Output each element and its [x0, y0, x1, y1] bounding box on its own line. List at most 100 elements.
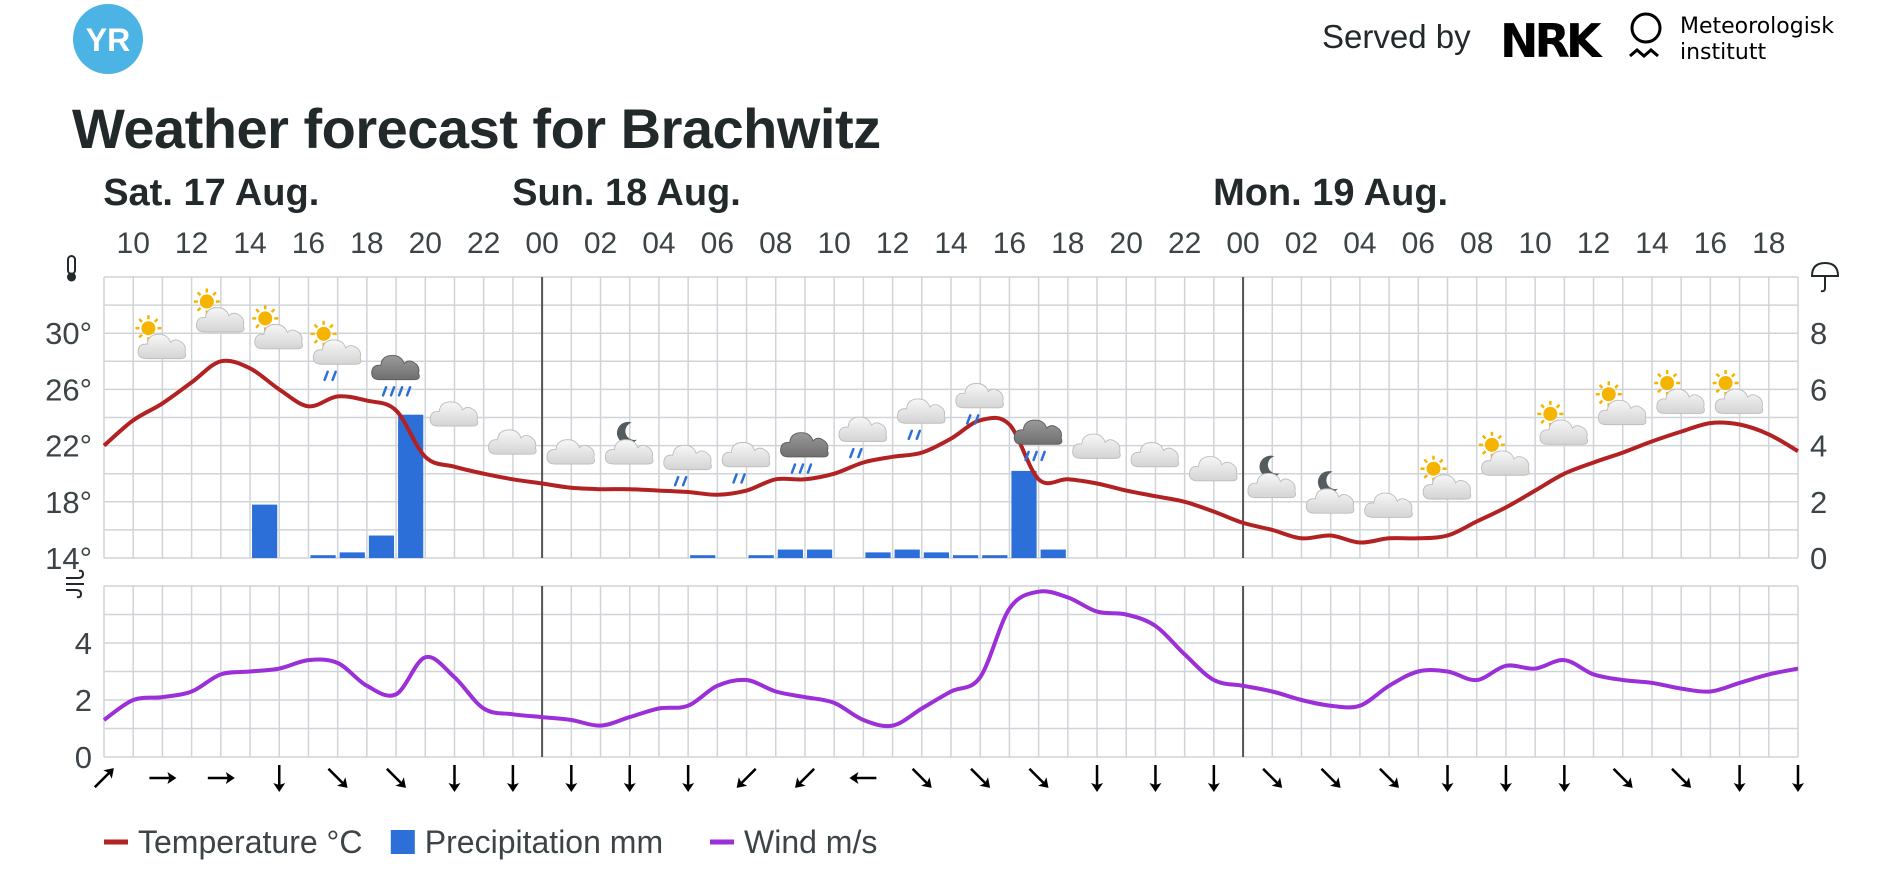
sun-ray [255, 323, 260, 329]
cloudy-icon [488, 429, 537, 455]
light-rain-icon [838, 416, 888, 459]
legend-label: Precipitation mm [425, 824, 663, 860]
sun-disc [199, 294, 214, 309]
wind-direction-arrow [970, 767, 991, 788]
arrow-shaft [327, 767, 345, 786]
partly-cloudy-day-icon [252, 305, 303, 350]
met-logo-text: Meteorologisk institutt [1680, 14, 1834, 66]
arrow-shaft [1612, 767, 1631, 786]
wind-direction-arrow [1379, 767, 1400, 788]
arrow-head [979, 777, 991, 788]
sun-ray [255, 308, 260, 313]
temperature-tick-label: 26° [45, 372, 92, 407]
cloud [1189, 456, 1238, 482]
wind-direction-arrow [1028, 767, 1049, 788]
wind-direction-arrow [93, 768, 114, 789]
wind-direction-arrow [1792, 765, 1804, 792]
arrow-shaft [1028, 767, 1046, 786]
cloudy-icon [546, 439, 595, 465]
partly-cloudy-day-icon [1478, 431, 1530, 476]
met-logo-icon[interactable] [1626, 10, 1666, 66]
sun-ray [153, 318, 159, 323]
x-tick-label: 14 [1635, 227, 1668, 260]
arrow-head [1207, 783, 1220, 792]
weather-symbols [135, 288, 1764, 518]
x-tick-label: 14 [934, 227, 967, 260]
wind-direction-arrow [736, 767, 757, 788]
sun-ray [1715, 388, 1721, 394]
cloud [488, 429, 537, 455]
partly-cloudy-night-icon [1247, 455, 1296, 499]
day-label: Mon. 19 Aug. [1213, 172, 1448, 214]
partly-cloudy-night-icon [1305, 471, 1355, 514]
rain-drop [331, 370, 337, 382]
x-tick-label: 00 [525, 227, 558, 260]
arrow-shaft [1262, 767, 1280, 786]
arrow-head [395, 777, 406, 788]
x-tick-label: 12 [1577, 227, 1610, 260]
arrow-head [1733, 783, 1746, 792]
moon-crescent [1317, 471, 1338, 494]
cloudy-icon [1072, 433, 1121, 459]
arrow-shaft [1379, 767, 1397, 786]
yr-logo[interactable]: YR [72, 3, 144, 75]
temperature-tick-label: 22° [45, 429, 92, 464]
wind-direction-arrow [1441, 765, 1454, 792]
arrow-head [1388, 777, 1400, 788]
sun-ray [138, 318, 143, 323]
cloudy-icon [1364, 492, 1413, 518]
arrow-shaft [797, 767, 816, 786]
rain-drop [915, 429, 922, 441]
x-tick-label: 20 [409, 227, 442, 260]
nrk-logo[interactable]: NRK [1500, 14, 1602, 68]
sun-ray [1715, 372, 1721, 378]
wind-stroke [66, 569, 85, 579]
legend-item: Temperature °C [104, 824, 362, 860]
x-tick-label: 20 [1110, 227, 1143, 260]
wind-direction-arrow [1149, 765, 1162, 792]
legend-item: Precipitation mm [390, 824, 663, 860]
precipitation-bar [339, 552, 365, 558]
sun-ray [212, 291, 217, 297]
arrow-head [336, 777, 348, 788]
rain-drop [965, 414, 972, 425]
arrow-shaft [93, 770, 112, 789]
partly-cloudy-day-icon [1654, 370, 1705, 414]
x-tick-label: 00 [1226, 227, 1259, 260]
sun-ray [1423, 474, 1429, 479]
sun-ray [138, 333, 143, 339]
sun-ray [1657, 372, 1662, 378]
wind-direction-arrow [1733, 765, 1746, 792]
x-tick-label: 08 [759, 227, 792, 260]
wind-direction-arrow [1671, 767, 1692, 788]
x-tick-label: 10 [817, 227, 850, 260]
wind-direction-arrow [448, 765, 461, 792]
arrow-shaft [911, 767, 930, 786]
wind-panel-grid [103, 585, 1799, 758]
rain-drop [381, 386, 388, 397]
precipitation-bar [310, 555, 336, 558]
x-tick-label: 04 [642, 227, 675, 260]
rain-drop [681, 475, 688, 487]
precipitation-bar [368, 535, 395, 558]
umbrella-canopy [1810, 261, 1840, 277]
served-by-label: Served by [1322, 18, 1471, 55]
precipitation-bar [690, 555, 716, 558]
temperature-tick-label: 14° [45, 541, 92, 576]
wind-series [102, 589, 1799, 729]
rain-drop [790, 463, 797, 474]
precipitation-bar [748, 555, 774, 558]
wind-direction-arrow [795, 767, 816, 788]
x-tick-label: 08 [1460, 227, 1493, 260]
sun-ray [1540, 403, 1545, 409]
wind-direction-arrow [327, 767, 348, 788]
x-tick-label: 18 [350, 227, 383, 260]
arrow-head [225, 772, 235, 784]
wind-direction-arrow [207, 772, 235, 784]
precipitation-tick-label: 0 [1810, 541, 1827, 576]
thermometer-bulb [67, 272, 76, 282]
arrow-head [167, 772, 177, 784]
dark-cloud [780, 432, 829, 458]
x-tick-label: 16 [993, 227, 1026, 260]
arrow-head [795, 777, 806, 788]
